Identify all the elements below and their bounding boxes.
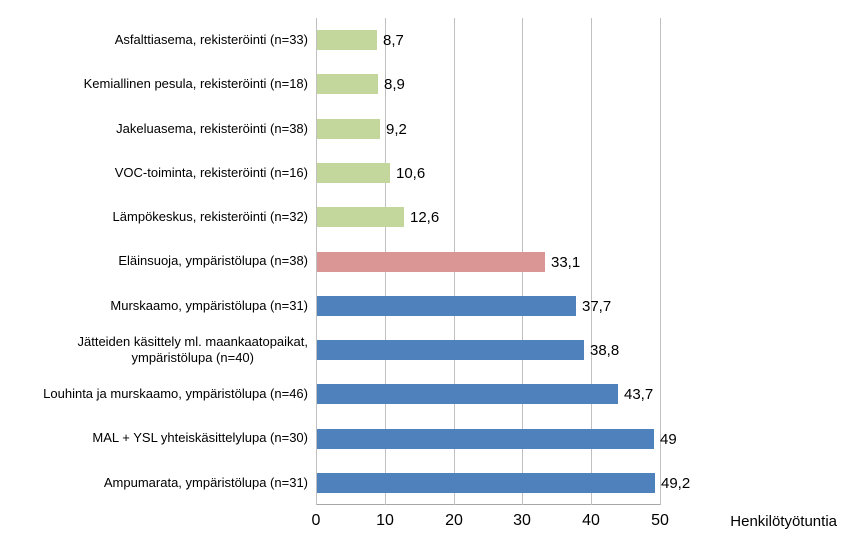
category-axis: Asfalttiasema, rekisteröinti (n=33) Kemia…: [0, 18, 316, 505]
gridline-x-50: [660, 18, 661, 505]
category-label: VOC-toiminta, rekisteröinti (n=16): [114, 165, 308, 180]
gridline-x-0: [316, 18, 317, 505]
value-label: 8,7: [383, 31, 404, 49]
value-label: 12,6: [410, 208, 440, 226]
bar-3: [317, 119, 380, 139]
value-label: 37,7: [582, 297, 612, 315]
category-label: Lämpökeskus, rekisteröinti (n=32): [112, 209, 308, 224]
category-label: Eläinsuoja, ympäristölupa (n=38): [118, 253, 308, 268]
category-label: MAL + YSL yhteiskäsittelylupa (n=30): [92, 430, 308, 445]
bar-10: [317, 429, 654, 449]
x-tick-label: 40: [582, 512, 600, 529]
value-label: 49: [660, 430, 677, 448]
bar-2: [317, 74, 378, 94]
category-label: Louhinta ja murskaamo, ympäristölupa (n=…: [43, 386, 308, 401]
value-label: 38,8: [590, 341, 620, 359]
bar-7: [317, 296, 576, 316]
category-label: Jätteiden käsittely ml. maankaatopaikat,…: [77, 334, 308, 365]
bar-1: [317, 30, 377, 50]
x-axis-line: [316, 504, 661, 505]
category-label: Jakeluasema, rekisteröinti (n=38): [116, 121, 308, 136]
bar-4: [317, 163, 390, 183]
bar-5: [317, 207, 404, 227]
value-label: 9,2: [386, 120, 407, 138]
category-label: Kemiallinen pesula, rekisteröinti (n=18): [83, 76, 308, 91]
x-tick-label: 0: [311, 512, 321, 529]
x-tick-label: 50: [651, 512, 669, 529]
category-label: Ampumarata, ympäristölupa (n=31): [103, 475, 308, 490]
x-tick-label: 20: [445, 512, 463, 529]
bar-6: [317, 252, 545, 272]
value-label: 10,6: [396, 164, 426, 182]
category-label: Murskaamo, ympäristölupa (n=31): [110, 298, 308, 313]
value-label: 49,2: [661, 474, 691, 492]
x-tick-label: 10: [376, 512, 394, 529]
plot-area: 8,7 8,9 9,2 10,6 12,6 33,1 37,7 38,8 43,7 49 49,2: [316, 18, 690, 505]
x-axis-title: Henkilötyötuntia: [730, 513, 837, 530]
value-label: 33,1: [551, 253, 581, 271]
value-label: 43,7: [624, 385, 654, 403]
bar-11: [317, 473, 655, 493]
gridline-x-40: [591, 18, 592, 505]
category-label: Asfalttiasema, rekisteröinti (n=33): [114, 32, 308, 47]
bar-9: [317, 384, 618, 404]
value-label: 8,9: [384, 75, 405, 93]
x-tick-label: 30: [513, 512, 531, 529]
bar-8: [317, 340, 584, 360]
